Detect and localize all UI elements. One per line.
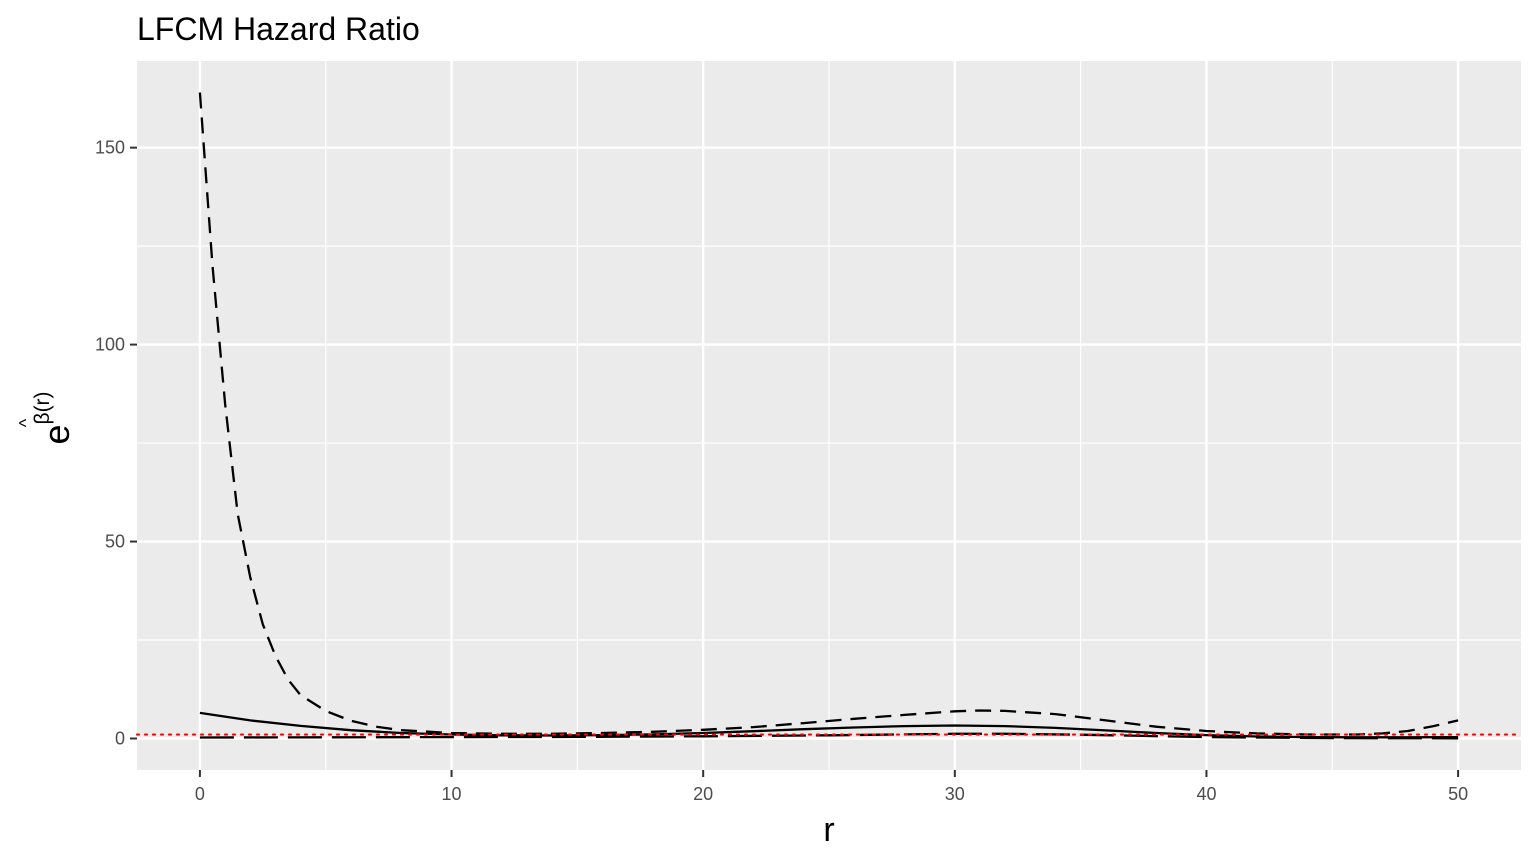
svg-text:eβ(r): eβ(r) — [31, 391, 77, 444]
y-tick-label: 50 — [105, 532, 125, 552]
y-axis-title-base: e — [36, 425, 77, 445]
y-tick-label: 100 — [95, 335, 125, 355]
x-axis-title: r — [823, 811, 834, 849]
x-tick-label: 40 — [1196, 784, 1216, 804]
y-axis-title-hat: ^ — [16, 418, 36, 427]
y-axis-title: eβ(r) ^ — [16, 391, 77, 444]
x-tick-label: 10 — [442, 784, 462, 804]
y-tick-label: 0 — [115, 728, 125, 748]
series-line-dashed — [198, 92, 1459, 736]
y-axis: 0 50 100 150 — [95, 138, 137, 748]
chart-title: LFCM Hazard Ratio — [137, 11, 420, 47]
major-gridlines — [137, 61, 1521, 770]
x-tick-label: 0 — [195, 784, 205, 804]
y-axis-title-exponent: β(r) — [31, 391, 54, 424]
x-tick-label: 30 — [945, 784, 965, 804]
x-tick-label: 50 — [1448, 784, 1468, 804]
series-line-solid — [199, 711, 1459, 739]
x-tick-label: 20 — [693, 784, 713, 804]
x-axis: 0 10 20 30 40 50 — [195, 770, 1468, 804]
y-tick-label: 150 — [95, 138, 125, 158]
minor-gridlines — [137, 61, 1521, 770]
